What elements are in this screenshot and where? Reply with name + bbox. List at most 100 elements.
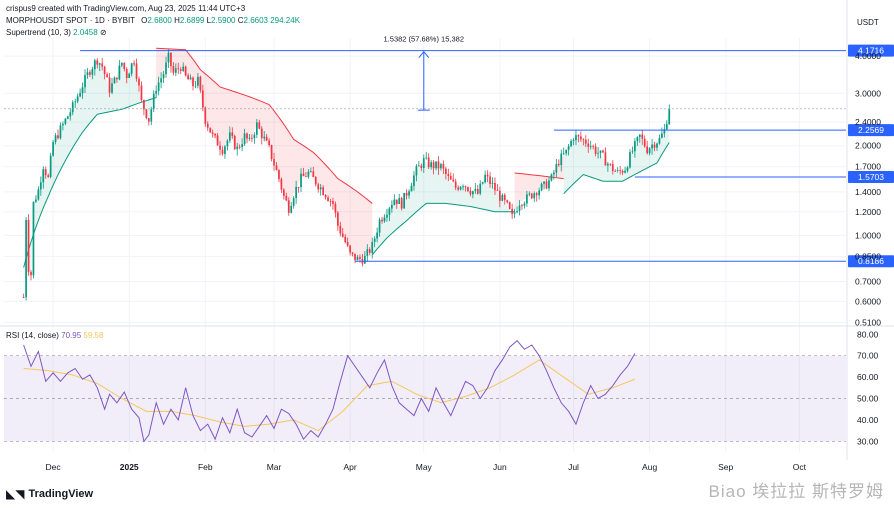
rsi-ma-line [23, 359, 636, 432]
candle-body [491, 182, 494, 184]
rsi-tick-label: 70.00 [857, 351, 879, 361]
candle-body [216, 135, 219, 146]
candle-body [425, 157, 428, 159]
candle-body [589, 146, 592, 147]
candle-body [366, 249, 369, 256]
price-tick-label: 0.7000 [855, 276, 881, 286]
candle-body [381, 219, 383, 222]
supertrend-fill-up [372, 160, 515, 255]
candle-body [607, 163, 609, 166]
candle-body [445, 168, 447, 175]
candle-body [405, 192, 408, 196]
candle-body [30, 271, 32, 276]
candle-body [516, 210, 518, 213]
candle-body [339, 225, 342, 234]
candle-body [535, 193, 538, 196]
candle-body [562, 153, 565, 155]
candle-body [427, 157, 430, 168]
candle-body [152, 93, 155, 110]
candle-body [553, 172, 555, 175]
candle-body [329, 201, 332, 202]
candle-body [513, 212, 516, 214]
candle-body [199, 76, 202, 91]
candle-body [71, 102, 74, 113]
rsi-label: RSI (14, close) [6, 331, 59, 340]
supertrend-line-up [23, 97, 157, 268]
candle-body [265, 136, 268, 141]
level-price-tag [848, 255, 894, 268]
candle-body [484, 174, 487, 183]
candle-body [582, 139, 585, 141]
candle-body [93, 60, 96, 70]
candle-body [597, 152, 599, 154]
candle-body [511, 208, 514, 214]
candle-body [243, 133, 246, 145]
rsi-tick-label: 60.00 [857, 372, 879, 382]
candle-body [138, 78, 140, 86]
candle-body [182, 66, 185, 71]
price-tick-label: 0.8500 [855, 251, 881, 261]
candle-body [567, 146, 570, 150]
rsi-line [23, 339, 636, 443]
date-tick-label: Feb [198, 462, 213, 472]
candle-body [211, 132, 214, 134]
candle-body [314, 176, 317, 185]
candle-body [496, 190, 499, 192]
date-tick-label: Dec [46, 462, 62, 472]
eye-off-icon[interactable]: ⊘ [99, 28, 107, 37]
candle-body [565, 149, 568, 154]
candle-body [42, 169, 45, 183]
candle-body [442, 164, 445, 169]
candle-body [201, 90, 204, 108]
candle-body [530, 193, 533, 199]
candle-body [79, 93, 81, 97]
candle-body [66, 116, 69, 119]
candle-body [184, 66, 187, 76]
candle-body [378, 219, 381, 233]
candle-body [621, 170, 624, 173]
candle-body [643, 138, 646, 147]
candle-body [587, 143, 590, 147]
candle-body [383, 217, 386, 222]
level-price-label: 0.8186 [858, 256, 884, 266]
measure-label: 1.5382 (57.68%) 15,382 [384, 35, 464, 44]
watermark-text: Biao 埃拉拉 斯特罗姆 [708, 482, 884, 501]
tradingview-logo[interactable]: ◣◥ TradingView [6, 487, 93, 501]
level-price-tag [848, 44, 894, 57]
candle-body [420, 165, 423, 168]
candle-body [616, 170, 619, 172]
candle-body [653, 144, 656, 148]
level-price-label: 4.1716 [858, 46, 884, 56]
candle-body [665, 124, 668, 130]
supertrend-line-down [156, 47, 373, 204]
price-tick-label: 2.4000 [855, 117, 881, 127]
supertrend-line-up [563, 142, 670, 195]
ohlc-l-label: L [206, 16, 212, 25]
candle-body [545, 181, 548, 189]
candle-body [150, 109, 153, 122]
candle-body [523, 203, 526, 206]
candle-body [393, 199, 396, 205]
candle-body [555, 164, 558, 173]
candle-body [268, 140, 270, 146]
candle-body [349, 245, 351, 253]
candle-body [101, 63, 104, 67]
candle-body [157, 82, 160, 91]
candle-body [609, 163, 612, 165]
candle-body [398, 198, 401, 204]
candle-body [388, 208, 391, 215]
candle-body [287, 200, 290, 213]
candle-body [103, 66, 106, 75]
candle-body [128, 73, 131, 79]
candle-body [194, 85, 197, 87]
candle-body [120, 62, 123, 66]
price-tick-label: 0.5100 [855, 317, 881, 327]
ohlc-h-label: H [174, 16, 180, 25]
candle-body [248, 137, 251, 139]
candle-body [52, 142, 54, 156]
date-tick-label: May [416, 462, 433, 472]
candle-body [494, 182, 496, 191]
candle-body [228, 132, 231, 141]
candle-body [253, 134, 256, 139]
